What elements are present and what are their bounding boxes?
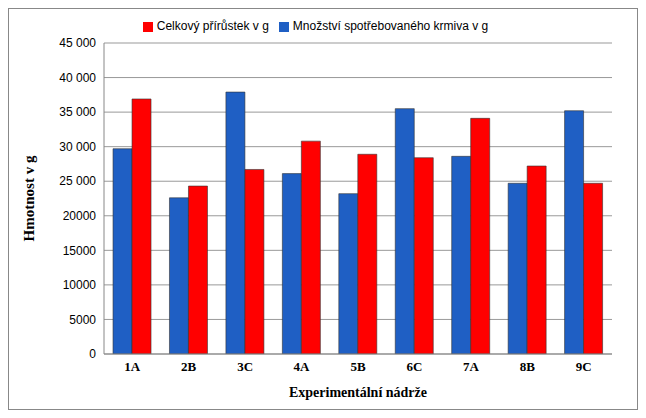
svg-text:7A: 7A xyxy=(463,359,480,374)
svg-text:4A: 4A xyxy=(294,359,311,374)
svg-text:15000: 15000 xyxy=(63,244,97,258)
svg-text:10000: 10000 xyxy=(63,278,97,292)
svg-text:6C: 6C xyxy=(406,359,422,374)
svg-text:Experimentální nádrže: Experimentální nádrže xyxy=(289,385,427,400)
svg-text:5000: 5000 xyxy=(69,313,96,327)
svg-text:8B: 8B xyxy=(520,359,536,374)
svg-text:5B: 5B xyxy=(350,359,366,374)
svg-text:35 000: 35 000 xyxy=(59,105,96,119)
svg-text:Hmotnost v g: Hmotnost v g xyxy=(21,155,37,241)
svg-text:40 000: 40 000 xyxy=(59,71,96,85)
svg-text:2B: 2B xyxy=(181,359,197,374)
svg-text:1A: 1A xyxy=(124,359,141,374)
svg-text:9C: 9C xyxy=(576,359,592,374)
svg-text:45 000: 45 000 xyxy=(59,36,96,50)
svg-text:3C: 3C xyxy=(237,359,253,374)
svg-text:25 000: 25 000 xyxy=(59,174,96,188)
svg-text:0: 0 xyxy=(89,347,96,361)
html-text:Celkový přírůstek v g: Celkový přírůstek v g xyxy=(156,19,269,33)
html-text:Množství spotřebovaného krmiva: Množství spotřebovaného krmiva v g xyxy=(292,19,489,33)
svg-text:30 000: 30 000 xyxy=(59,140,96,154)
svg-text:20000: 20000 xyxy=(63,209,97,223)
